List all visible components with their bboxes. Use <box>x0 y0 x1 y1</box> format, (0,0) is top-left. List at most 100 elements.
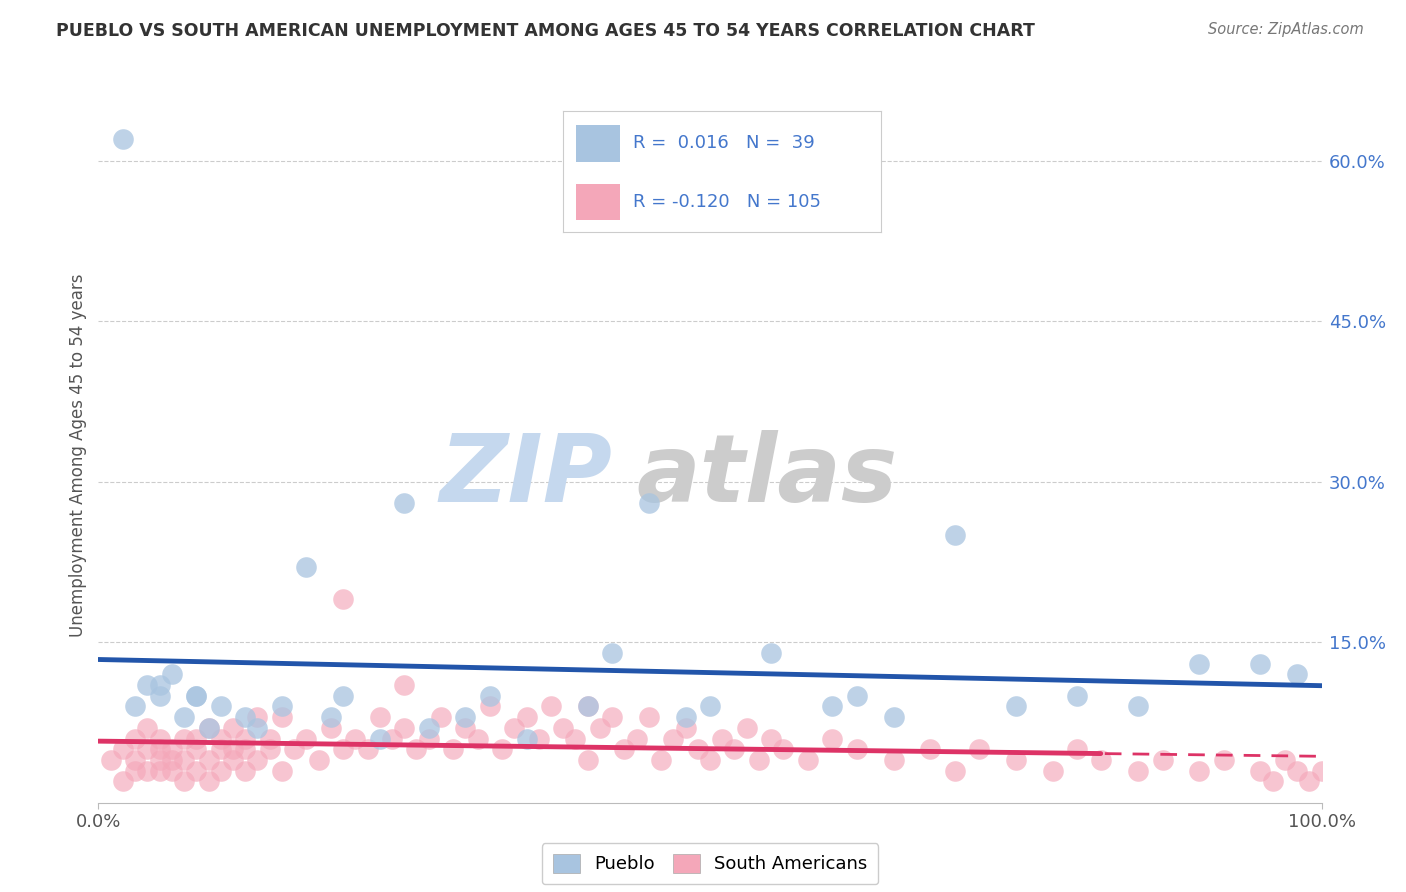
Point <box>1274 753 1296 767</box>
Text: ZIP: ZIP <box>439 430 612 522</box>
Point <box>149 731 172 746</box>
Point <box>209 764 232 778</box>
Point <box>441 742 464 756</box>
Point <box>392 678 416 692</box>
Point <box>1066 742 1088 756</box>
Point <box>111 774 134 789</box>
Point <box>761 731 783 746</box>
Point <box>246 753 269 767</box>
Point <box>209 699 232 714</box>
Point <box>967 742 990 756</box>
Point <box>883 710 905 724</box>
Point <box>1188 764 1211 778</box>
Point <box>259 731 281 746</box>
Point <box>1042 764 1064 778</box>
Point <box>1128 764 1150 778</box>
Point <box>638 710 661 724</box>
Point <box>1212 753 1234 767</box>
Point <box>748 753 770 767</box>
Point <box>553 721 575 735</box>
Point <box>1152 753 1174 767</box>
Point <box>564 731 586 746</box>
Point <box>186 742 208 756</box>
Point <box>1066 689 1088 703</box>
Point <box>344 731 367 746</box>
Point <box>100 753 122 767</box>
Point <box>319 721 342 735</box>
Point <box>173 774 195 789</box>
Point <box>454 710 477 724</box>
Point <box>723 742 745 756</box>
Point <box>1090 753 1112 767</box>
Point <box>699 699 721 714</box>
Point <box>368 710 391 724</box>
Point <box>283 742 305 756</box>
Point <box>1004 753 1026 767</box>
Point <box>233 742 256 756</box>
Point <box>173 710 195 724</box>
Point <box>699 753 721 767</box>
Point <box>515 710 537 724</box>
Point <box>711 731 734 746</box>
Point <box>197 774 219 789</box>
Point <box>600 646 623 660</box>
Point <box>662 731 685 746</box>
Point <box>638 496 661 510</box>
Point <box>515 731 537 746</box>
Point <box>675 721 697 735</box>
Point <box>761 646 783 660</box>
Point <box>160 764 183 778</box>
Point <box>845 742 868 756</box>
Point <box>454 721 477 735</box>
Point <box>173 753 195 767</box>
Point <box>576 699 599 714</box>
Point <box>368 731 391 746</box>
Point <box>222 742 245 756</box>
Text: atlas: atlas <box>637 430 898 522</box>
Point <box>576 699 599 714</box>
Point <box>160 667 183 681</box>
Point <box>1261 774 1284 789</box>
Point <box>124 731 146 746</box>
Point <box>332 742 354 756</box>
Point <box>845 689 868 703</box>
Point <box>186 689 208 703</box>
Point <box>209 742 232 756</box>
Point <box>821 731 844 746</box>
Point <box>1249 657 1271 671</box>
Point <box>943 528 966 542</box>
Point <box>503 721 526 735</box>
Point <box>356 742 378 756</box>
Point <box>246 721 269 735</box>
Point <box>332 689 354 703</box>
Point <box>418 721 440 735</box>
Point <box>797 753 820 767</box>
Point <box>197 721 219 735</box>
Point <box>111 742 134 756</box>
Point <box>136 764 159 778</box>
Point <box>308 753 330 767</box>
Point <box>1286 764 1309 778</box>
Point <box>233 710 256 724</box>
Text: PUEBLO VS SOUTH AMERICAN UNEMPLOYMENT AMONG AGES 45 TO 54 YEARS CORRELATION CHAR: PUEBLO VS SOUTH AMERICAN UNEMPLOYMENT AM… <box>56 22 1035 40</box>
Point <box>186 764 208 778</box>
Point <box>124 699 146 714</box>
Point <box>650 753 672 767</box>
Point <box>222 721 245 735</box>
Point <box>675 710 697 724</box>
Point <box>1188 657 1211 671</box>
Point <box>160 742 183 756</box>
Point <box>735 721 758 735</box>
Point <box>149 689 172 703</box>
Point <box>295 560 318 574</box>
Point <box>233 764 256 778</box>
Point <box>1249 764 1271 778</box>
Point <box>540 699 562 714</box>
Point <box>600 710 623 724</box>
Point <box>259 742 281 756</box>
Point <box>246 710 269 724</box>
Point <box>589 721 612 735</box>
Point <box>392 721 416 735</box>
Text: Source: ZipAtlas.com: Source: ZipAtlas.com <box>1208 22 1364 37</box>
Point <box>270 710 294 724</box>
